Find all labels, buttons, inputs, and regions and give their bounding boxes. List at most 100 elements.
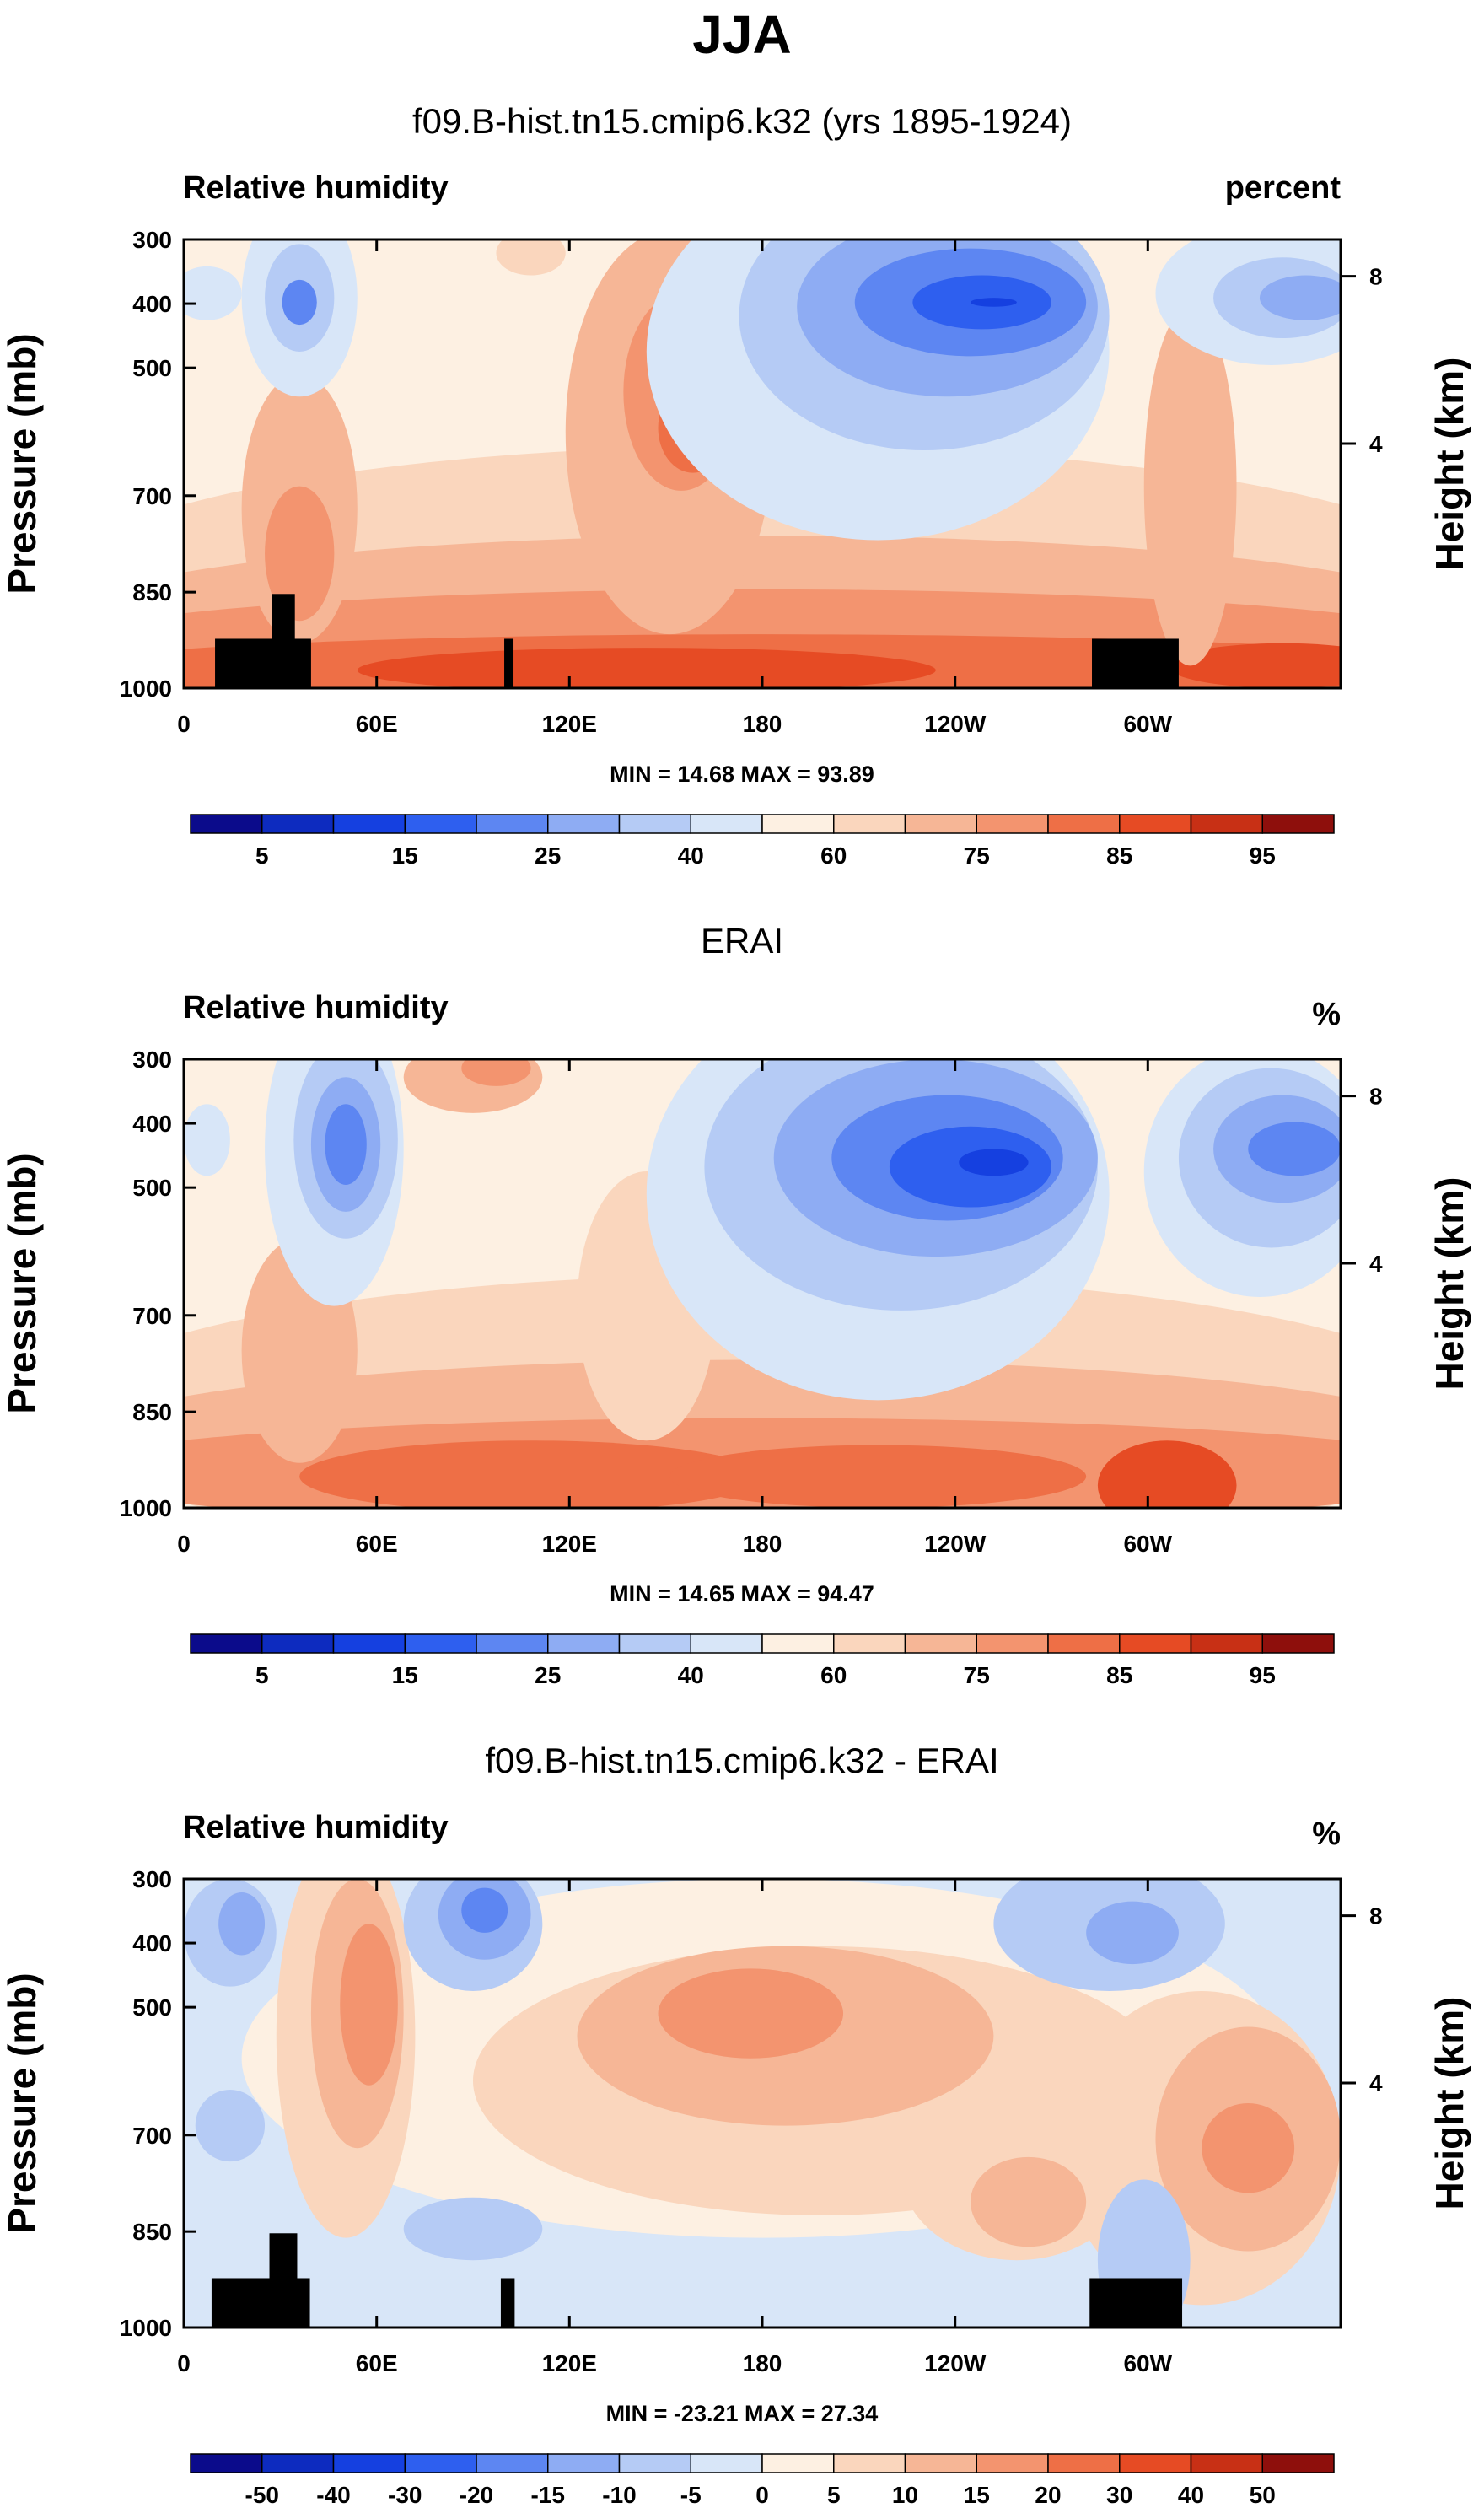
y-tick-label: 400 [132,1930,172,1956]
colorbar-swatch [1190,814,1263,834]
colorbar-swatch [332,2453,406,2473]
colorbar-label: -5 [680,2482,702,2508]
panel-1-units-label: percent [1224,170,1341,206]
colorbar-label: 25 [535,1662,561,1688]
panel-1-colorbar: 5 15 25 40 60 75 85 95 [190,814,1335,869]
land-mask [1089,2278,1183,2328]
colorbar-swatch [404,814,477,834]
panel-2-colorbar: 5 15 25 40 60 75 85 95 [190,1633,1335,1688]
colorbar-swatch [1190,1633,1263,1654]
colorbar-label: 5 [255,1662,269,1688]
colorbar-label: 5 [255,842,269,869]
colorbar-swatch [761,1633,835,1654]
colorbar-label: -20 [460,2482,493,2508]
contour-region [265,486,335,622]
y-tick-label: 1000 [120,675,172,702]
y-tick-label: 500 [132,1994,172,2021]
contour-region [195,2090,266,2162]
x-tick-label: 120W [924,711,987,737]
x-tick-label: 60W [1123,711,1172,737]
colorbar-swatch [190,1633,263,1654]
colorbar-swatch [690,2453,763,2473]
y2-axis-title: Height (km) [1428,1997,1471,2210]
contour-region [1097,1440,1237,1508]
x-tick-label: 180 [743,1531,782,1557]
y-axis-title: Pressure (mb) [0,1972,44,2233]
colorbar-swatch [1119,1633,1192,1654]
panel-1-stats: MIN = 14.68 MAX = 93.89 [610,762,874,787]
colorbar-swatch [1047,1633,1121,1654]
colorbar-swatch [690,1633,763,1654]
y-axis-title: Pressure (mb) [0,1153,44,1413]
panel-2-title: ERAI [700,921,784,961]
x-tick-label: 60W [1123,1531,1172,1557]
panel-1-contour-field [184,239,1341,688]
colorbar-swatch [618,2453,691,2473]
contour-region [325,1104,367,1185]
colorbar-label: 40 [678,842,704,869]
land-mask [272,594,295,688]
panel-3: 0 60E 120E 180 120W 60W300400500700850100084P… [0,1866,1471,2508]
panel-1-title: f09.B-hist.tn15.cmip6.k32 (yrs 1895-1924… [411,101,1073,141]
colorbar-label: 75 [964,842,990,869]
y-tick-label: 700 [132,1303,172,1329]
contour-region [970,298,1017,307]
colorbar-swatch [1261,814,1335,834]
panel-2-variable-label: Relative humidity [183,990,449,1025]
y2-axis-title: Height (km) [1428,358,1471,571]
land-mask [1092,638,1179,688]
colorbar-label: 15 [392,842,418,869]
colorbar-swatch [904,814,977,834]
colorbar-swatch [261,1633,335,1654]
x-tick-label: 60E [356,711,398,737]
panel-3-title: f09.B-hist.tn15.cmip6.k32 - ERAI [485,1741,999,1780]
x-tick-label: 120E [542,1531,597,1557]
panel-3-contour-field [184,1879,1341,2328]
colorbar-swatch [1190,2453,1263,2473]
colorbar-label: 95 [1250,1662,1276,1688]
colorbar-label: 95 [1250,842,1276,869]
y2-tick-label: 8 [1369,1903,1383,1929]
colorbar-swatch [833,1633,906,1654]
contour-region [1248,1122,1341,1176]
colorbar-swatch [1119,2453,1192,2473]
contour-region [1086,1901,1179,1965]
contour-region [282,279,317,326]
colorbar-swatch [1261,2453,1335,2473]
colorbar-label: 40 [1178,2482,1204,2508]
colorbar-swatch [547,2453,621,2473]
land-mask [215,638,311,688]
contour-region [299,1440,762,1508]
colorbar-swatch [1047,2453,1121,2473]
colorbar-swatch [976,1633,1049,1654]
panel-1-variable-label: Relative humidity [183,170,449,206]
panel-3-colorbar: -50 -40 -30 -20 -15 -10 -5 0 5 10 15 20 30 40 50 [190,2453,1335,2508]
x-tick-label: 0 [177,2350,191,2376]
y2-tick-label: 4 [1369,431,1383,457]
colorbar-swatch [547,1633,621,1654]
y2-tick-label: 4 [1369,2070,1383,2096]
y2-axis-title: Height (km) [1428,1177,1471,1391]
y-tick-label: 1000 [120,1495,172,1521]
colorbar-swatch [833,814,906,834]
y-tick-label: 850 [132,579,172,605]
contour-region [970,2156,1087,2247]
x-tick-label: 180 [743,711,782,737]
contour-region [1259,275,1341,320]
colorbar-swatch [190,814,263,834]
colorbar-swatch [904,1633,977,1654]
y2-tick-label: 8 [1369,264,1383,290]
colorbar-swatch [404,1633,477,1654]
y-tick-label: 850 [132,1399,172,1425]
colorbar-swatch [976,2453,1049,2473]
colorbar-label: -50 [245,2482,279,2508]
colorbar-swatch [332,1633,406,1654]
x-tick-label: 0 [177,711,191,737]
colorbar-swatch [190,2453,263,2473]
x-tick-label: 60E [356,1531,398,1557]
colorbar-swatch [618,814,691,834]
contour-region [357,648,936,688]
land-mask [500,2278,515,2328]
main-title: JJA [692,4,792,65]
contour-region [340,1924,398,2086]
